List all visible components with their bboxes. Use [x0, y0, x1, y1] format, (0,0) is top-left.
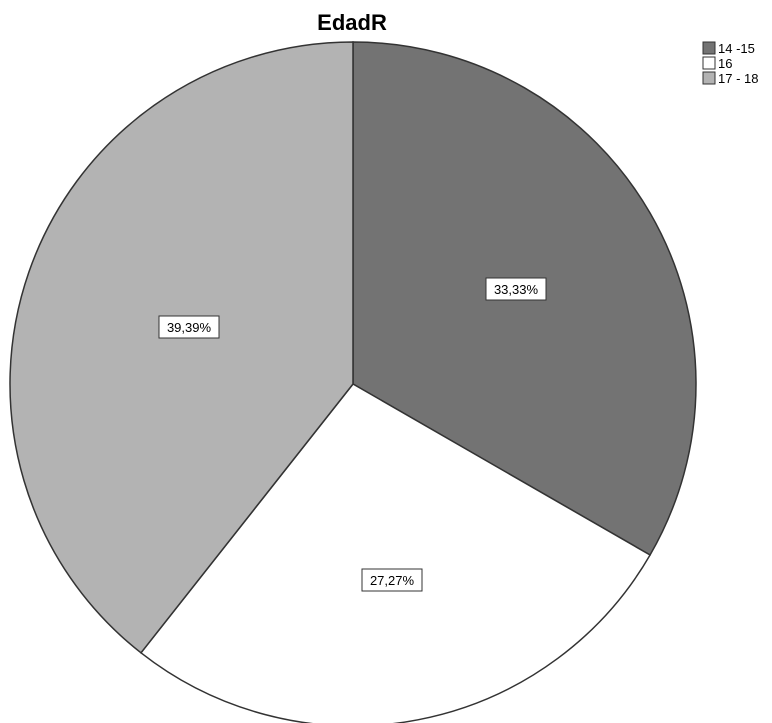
pie-slice-3 [9, 41, 354, 654]
slice-value-text: 33,33% [494, 282, 539, 297]
legend-label: 17 - 18 [718, 71, 758, 86]
slice-value-box [158, 315, 220, 339]
slice-value-box [361, 568, 423, 592]
slice-value-label-2: 27,27% [361, 568, 423, 592]
slice-value-labels: 33,33% 27,27% 39,39% [158, 277, 547, 592]
legend-swatch [702, 56, 716, 70]
pie-slices [9, 41, 697, 723]
legend-item-3: 17 - 18 [702, 71, 758, 86]
chart-title: EdadR [317, 10, 387, 35]
slice-value-text: 27,27% [370, 573, 415, 588]
slice-value-label-3: 39,39% [158, 315, 220, 339]
pie-slice-2 [139, 383, 652, 723]
legend-item-1: 14 -15 [702, 41, 755, 56]
legend-swatch [702, 71, 716, 85]
slice-value-label-1: 33,33% [485, 277, 547, 301]
slice-value-text: 39,39% [167, 320, 212, 335]
legend-label: 16 [718, 56, 732, 71]
slice-value-box [485, 277, 547, 301]
legend-label: 14 -15 [718, 41, 755, 56]
legend-swatch [702, 41, 716, 55]
legend-item-2: 16 [702, 56, 732, 71]
